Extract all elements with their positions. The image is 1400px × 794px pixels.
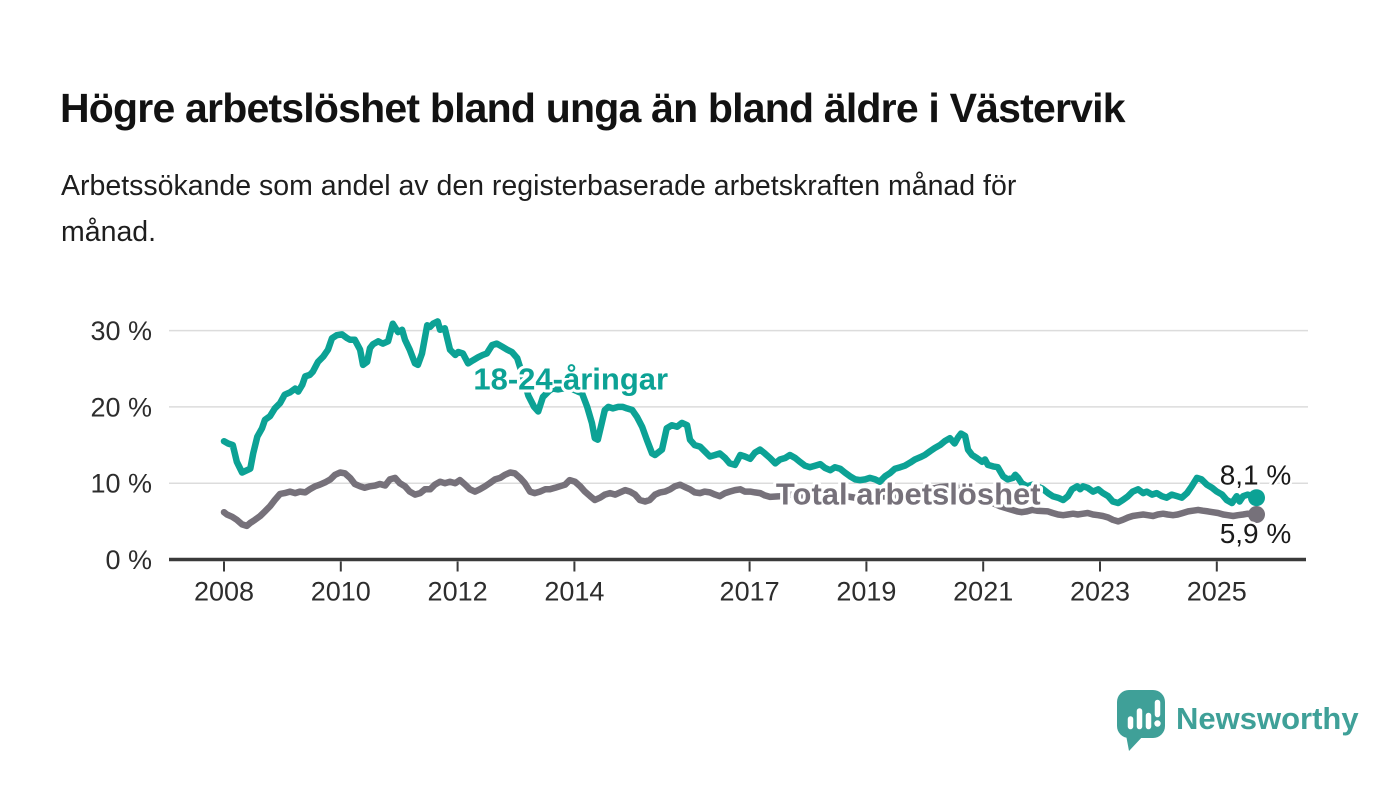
subtitle-line-2: månad. <box>61 216 157 248</box>
newsworthy-logo: Newsworthy <box>1117 690 1359 751</box>
logo-bubble-tail <box>1126 735 1144 751</box>
x-axis-tick-label: 2014 <box>544 577 604 607</box>
chart-plot-area: 0 % 10 % 20 % 30 % 2008 2010 2012 2014 2017 2019 2… <box>90 316 1308 607</box>
y-axis-tick-label: 0 % <box>105 545 152 575</box>
y-axis-tick-label: 10 % <box>90 469 152 499</box>
x-axis-tick-label: 2012 <box>428 577 488 607</box>
x-axis-tick-label: 2021 <box>953 577 1013 607</box>
end-value-label-total: 5,9 % <box>1220 518 1292 549</box>
x-axis-tick-label: 2017 <box>720 577 780 607</box>
brand-text: Newsworthy <box>1176 701 1359 736</box>
end-dot-youth <box>1248 489 1266 507</box>
x-axis-tick-label: 2010 <box>311 577 371 607</box>
series-label-total: Total arbetslöshet <box>776 477 1041 512</box>
y-axis-tick-label: 20 % <box>90 392 152 422</box>
chart-subtitle: Arbetssökande som andel av den registerb… <box>61 163 1016 255</box>
subtitle-line-1: Arbetssökande som andel av den registerb… <box>61 170 1017 202</box>
end-dot-total <box>1248 505 1266 523</box>
series-line-youth <box>220 318 1260 507</box>
x-axis-tick-label: 2019 <box>836 577 896 607</box>
series-label-youth: 18-24-åringar <box>473 361 668 396</box>
x-axis-tick-label: 2023 <box>1070 577 1130 607</box>
series-line-total <box>220 469 1260 530</box>
x-axis-tick-label: 2008 <box>194 577 254 607</box>
x-axis-tick-label: 2025 <box>1187 577 1247 607</box>
page-title: Högre arbetslöshet bland unga än bland ä… <box>60 85 1126 132</box>
y-axis-tick-label: 30 % <box>90 316 152 346</box>
end-value-label-youth: 8,1 % <box>1220 460 1292 491</box>
logo-exclamation-dot-icon <box>1154 720 1161 727</box>
